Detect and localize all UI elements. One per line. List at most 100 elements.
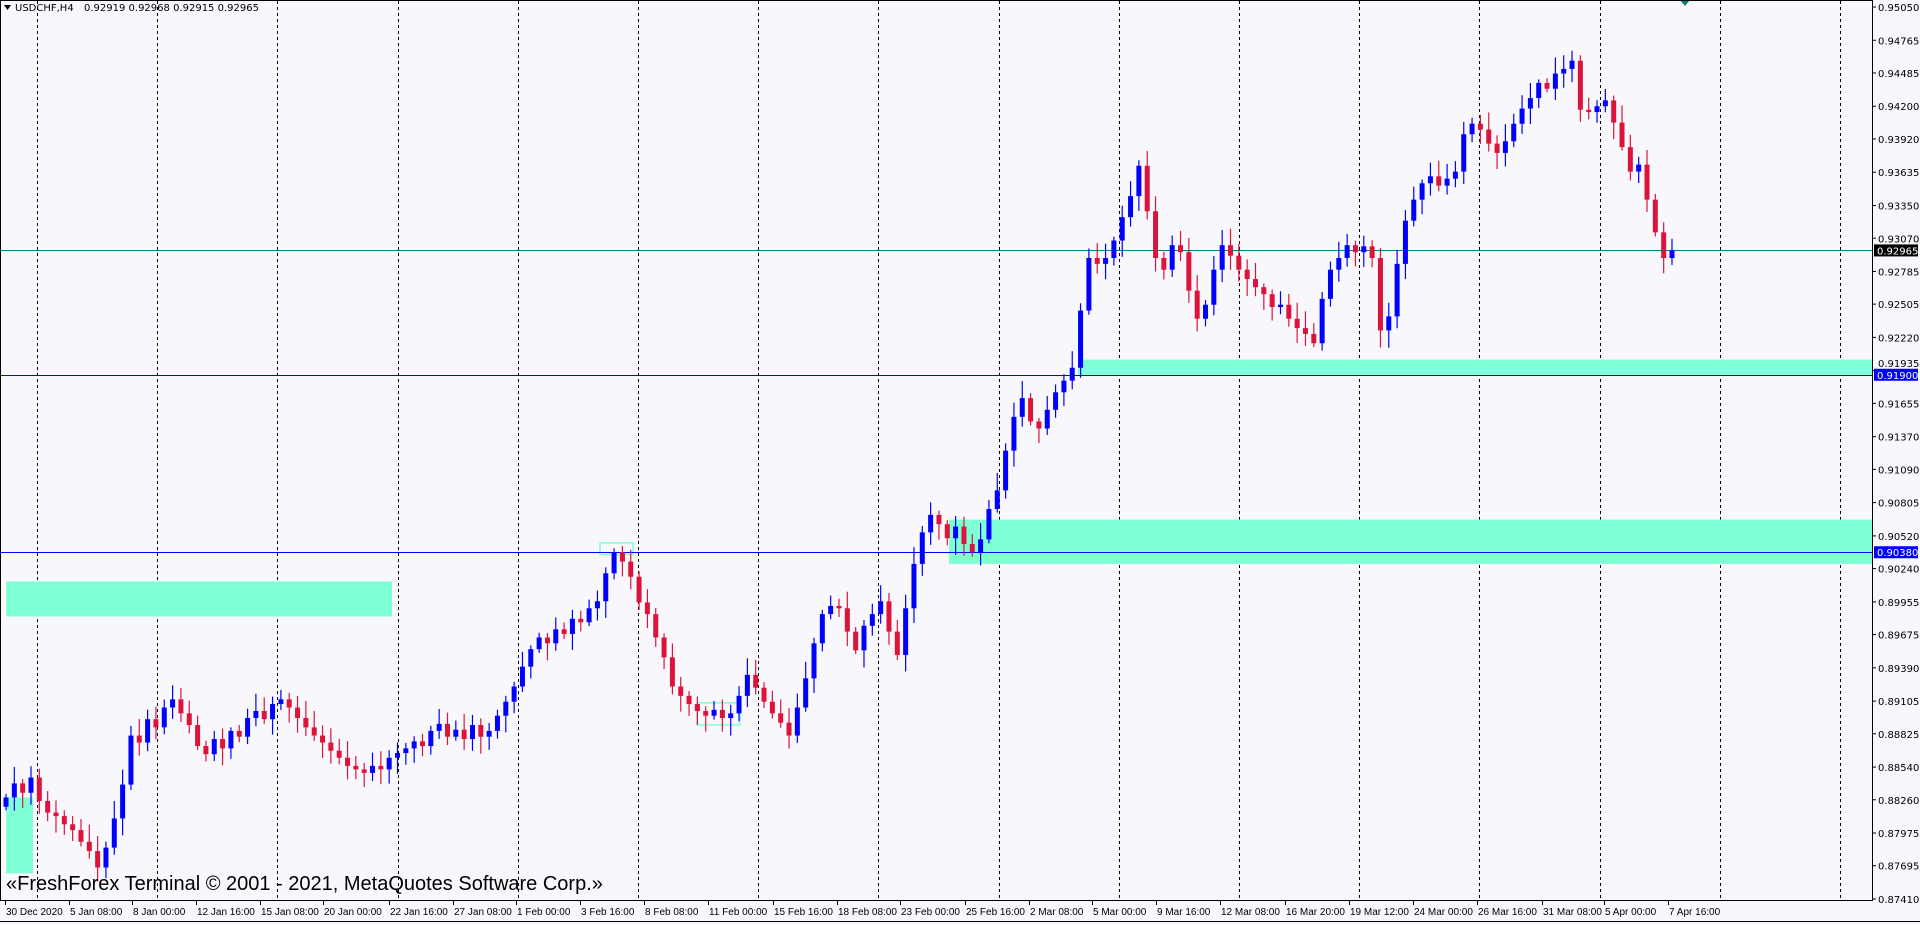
candle xyxy=(469,714,475,751)
price-tick-label: 0.91655 xyxy=(1878,399,1919,410)
zones xyxy=(6,359,1872,874)
zone-rectangle[interactable] xyxy=(6,797,33,874)
candle-body xyxy=(1111,240,1117,259)
candle-body xyxy=(1444,178,1450,186)
candle xyxy=(969,534,975,557)
candle-body xyxy=(528,649,534,667)
candle xyxy=(1053,384,1059,418)
candle xyxy=(236,725,242,743)
candle xyxy=(1219,229,1225,283)
candle-body xyxy=(120,784,126,819)
candle xyxy=(1552,57,1558,101)
candle-body xyxy=(794,707,800,736)
candle xyxy=(328,728,334,764)
candle xyxy=(1411,186,1417,227)
candle xyxy=(303,700,309,736)
candle xyxy=(1352,240,1358,267)
candle xyxy=(28,766,34,805)
candle xyxy=(1394,249,1400,329)
candle-body xyxy=(1419,183,1425,200)
candle-body xyxy=(211,739,217,755)
price-tick-label: 0.90520 xyxy=(1878,532,1919,543)
candle-body xyxy=(53,812,59,817)
candle-body xyxy=(453,729,459,737)
candle-body xyxy=(936,514,942,525)
candle-body xyxy=(511,686,517,702)
candle-body xyxy=(386,757,392,770)
price-tick-label: 0.92220 xyxy=(1878,333,1919,344)
time-tick-label: 12 Jan 16:00 xyxy=(197,907,255,918)
candle xyxy=(794,693,800,743)
candle-body xyxy=(711,709,717,716)
time-tick-label: 15 Jan 08:00 xyxy=(261,907,319,918)
candle xyxy=(636,571,642,610)
candle xyxy=(1253,262,1258,297)
candle-body xyxy=(886,601,892,632)
zone-rectangle[interactable] xyxy=(6,581,392,617)
candle xyxy=(11,766,17,811)
candle-body xyxy=(86,841,92,852)
candle-body xyxy=(1627,147,1633,172)
candle xyxy=(611,548,617,580)
candle xyxy=(1419,179,1425,215)
candle xyxy=(1486,112,1492,152)
candle-body xyxy=(578,618,584,623)
zone-rectangle[interactable] xyxy=(1078,359,1872,376)
price-tick-label: 0.88825 xyxy=(1878,730,1919,741)
candle xyxy=(886,592,892,645)
candle xyxy=(1544,78,1550,93)
candle xyxy=(1361,235,1367,267)
candle-body xyxy=(478,725,484,737)
candle-body xyxy=(1577,60,1583,110)
triangle-down-icon[interactable] xyxy=(4,5,11,10)
candle xyxy=(1069,351,1075,390)
candle-body xyxy=(161,707,167,728)
candle xyxy=(420,733,425,757)
price-axis[interactable]: 0.95050 0.94765 0.94485 0.94200 0.93920 0.936… xyxy=(1872,3,1919,906)
candle xyxy=(1003,443,1009,499)
candle xyxy=(736,686,742,722)
candle xyxy=(1494,135,1500,170)
candle xyxy=(603,567,609,618)
candle xyxy=(36,768,42,814)
price-tick-label: 0.88540 xyxy=(1878,763,1919,774)
time-axis[interactable]: 30 Dec 2020 5 Jan 08:00 8 Jan 00:00 12 Jan … xyxy=(5,900,1721,918)
candle xyxy=(836,598,842,617)
candle-body xyxy=(878,601,884,615)
candle-body xyxy=(186,713,192,726)
price-tick-label: 0.87975 xyxy=(1878,829,1919,840)
candle-body xyxy=(1369,246,1375,259)
candle-body xyxy=(303,718,309,728)
candle-body xyxy=(1636,164,1642,172)
candle-body xyxy=(1652,199,1658,233)
candle xyxy=(1311,323,1317,348)
candle xyxy=(295,695,301,733)
price-tag xyxy=(1874,368,1918,381)
price-tick-label: 0.87695 xyxy=(1878,862,1919,873)
candle-body xyxy=(370,765,376,773)
time-tick-label: 26 Mar 16:00 xyxy=(1478,907,1537,918)
candle-body xyxy=(353,765,359,770)
candle xyxy=(761,682,767,709)
candle xyxy=(1286,293,1292,327)
candle-body xyxy=(786,722,792,736)
candle-body xyxy=(1161,258,1167,270)
candle xyxy=(703,706,709,732)
candle xyxy=(220,728,226,766)
candle xyxy=(345,741,351,780)
candle-body xyxy=(1119,217,1125,241)
candle-body xyxy=(1552,73,1558,89)
candle xyxy=(853,627,859,655)
shift-marker-icon[interactable] xyxy=(1680,0,1690,6)
zone-rectangle[interactable] xyxy=(949,519,1872,564)
candle-body xyxy=(1086,258,1092,311)
candle-body xyxy=(836,605,842,609)
candle xyxy=(578,610,584,632)
candle-body xyxy=(553,629,559,644)
candle xyxy=(278,689,284,710)
candle xyxy=(1344,233,1350,267)
candle xyxy=(744,658,750,708)
candle xyxy=(261,697,267,724)
candle xyxy=(1386,302,1392,348)
